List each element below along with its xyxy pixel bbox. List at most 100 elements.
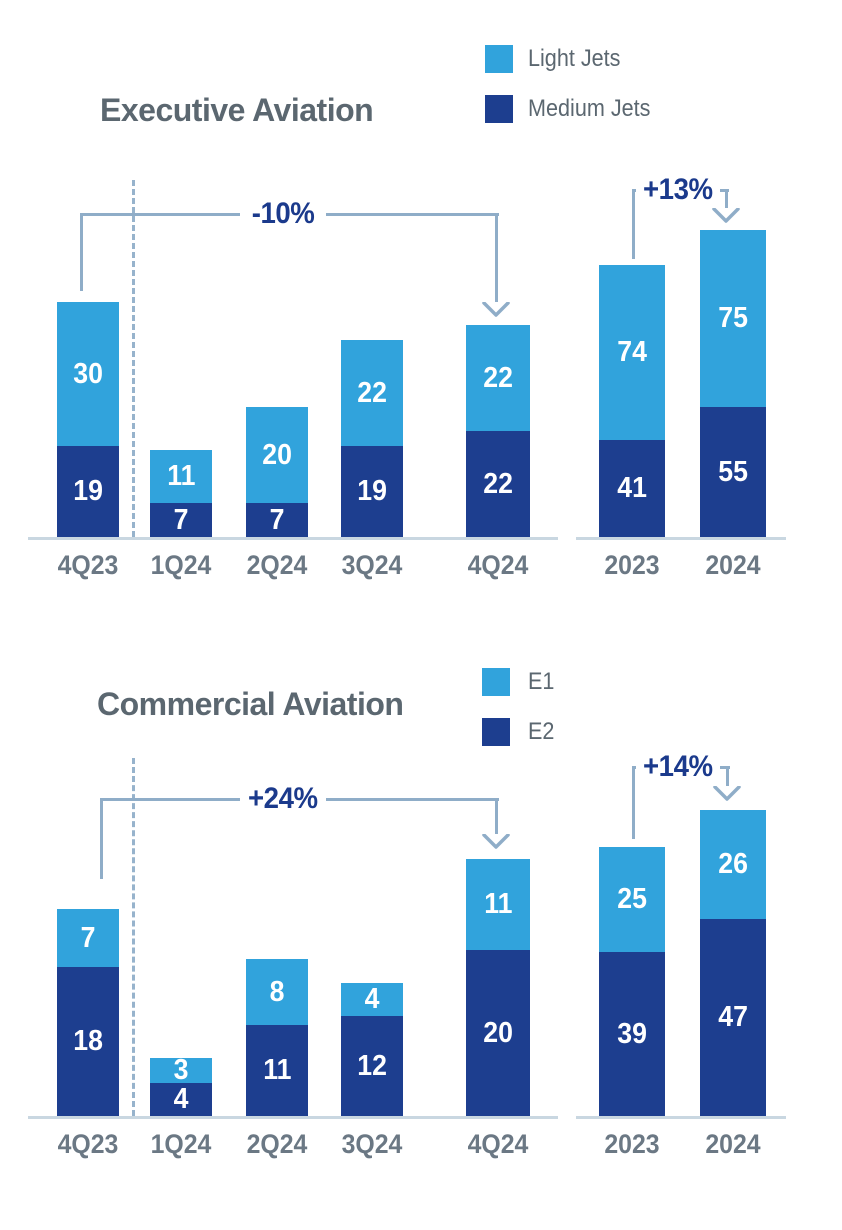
axis-label-2024: 2024: [705, 1129, 761, 1159]
bar-2024: 75 55: [700, 230, 766, 537]
legend-swatch-light-jets: [485, 45, 513, 73]
segment-e1: 8: [246, 959, 308, 1025]
arrow-down-icon: [712, 207, 740, 224]
annotation-line: [495, 213, 498, 302]
axis-label-4q23: 4Q23: [57, 550, 119, 580]
annotation-percent-label: +14%: [636, 748, 720, 786]
segment-light-jets: 22: [466, 325, 530, 431]
segment-medium-jets: 7: [246, 503, 308, 537]
segment-e1: 3: [150, 1056, 212, 1085]
segment-e2: 47: [700, 919, 766, 1116]
segment-e2: 12: [341, 1016, 403, 1116]
bar-value: 25: [617, 883, 647, 915]
annotation-line: [326, 798, 499, 801]
bar-value: 7: [80, 921, 96, 954]
axis-label-2023: 2023: [604, 550, 660, 580]
bar-value: 75: [718, 302, 748, 334]
legend-label-light-jets: Light Jets: [528, 45, 621, 72]
segment-light-jets: 11: [150, 450, 212, 503]
segment-medium-jets: 19: [341, 446, 403, 537]
bar-1q24: 11 7: [150, 450, 212, 537]
annotation-line: [720, 766, 730, 769]
x-axis-line: [576, 1116, 786, 1119]
bar-4q23: 7 18: [57, 909, 119, 1116]
annotation-text: +13%: [643, 173, 713, 206]
bar-value: 19: [73, 475, 103, 507]
bar-value: 7: [173, 503, 189, 536]
axis-label-2024: 2024: [705, 550, 761, 580]
annotation-line: [80, 213, 83, 291]
separator-dashed-line: [132, 758, 135, 1116]
x-axis-line: [28, 1116, 558, 1119]
segment-medium-jets: 41: [599, 440, 665, 537]
segment-e2: 20: [466, 950, 530, 1116]
legend-label-e2: E2: [528, 718, 555, 745]
axis-label-1q24: 1Q24: [150, 1129, 212, 1159]
annotation-line: [726, 766, 729, 786]
legend-label-medium-jets: Medium Jets: [528, 95, 651, 122]
separator-dashed-line: [132, 180, 135, 537]
bar-value: 22: [357, 376, 387, 409]
bar-4q23: 30 19: [57, 302, 119, 537]
bar-2q24: 20 7: [246, 407, 308, 537]
bar-4q24: 22 22: [466, 325, 530, 537]
segment-medium-jets: 19: [57, 446, 119, 537]
bar-value: 8: [269, 975, 285, 1008]
axis-label-4q23: 4Q23: [57, 1129, 119, 1159]
annotation-text: +24%: [248, 782, 318, 815]
bar-value: 11: [262, 1054, 292, 1086]
bar-value: 20: [483, 1016, 513, 1049]
annotation-percent-label: +24%: [240, 780, 326, 818]
x-axis-line: [576, 537, 786, 540]
annotation-line: [632, 766, 635, 839]
annotation-line: [326, 213, 499, 216]
legend-swatch-e2: [482, 718, 510, 746]
annotation-line: [632, 189, 635, 259]
annotation-line: [100, 798, 103, 879]
chart-title-commercial-aviation: Commercial Aviation: [97, 686, 404, 722]
axis-label-4q24: 4Q24: [467, 550, 529, 580]
axis-label-2q24: 2Q24: [246, 550, 308, 580]
annotation-line: [495, 798, 498, 834]
axis-label-2023: 2023: [604, 1129, 660, 1159]
segment-e1: 11: [466, 859, 530, 950]
segment-e2: 39: [599, 952, 665, 1116]
bar-value: 11: [483, 888, 513, 920]
chart-title-executive-aviation: Executive Aviation: [100, 92, 374, 128]
arrow-down-icon: [713, 785, 741, 802]
bar-value: 55: [718, 455, 748, 488]
axis-label-3q24: 3Q24: [341, 1129, 403, 1159]
segment-e1: 26: [700, 810, 766, 919]
bar-4q24: 11 20: [466, 859, 530, 1116]
annotation-text: -10%: [251, 197, 315, 230]
segment-light-jets: 22: [341, 340, 403, 446]
bar-2q24: 8 11: [246, 959, 308, 1116]
annotation-line: [725, 189, 728, 208]
segment-light-jets: 30: [57, 302, 119, 446]
legend-swatch-e1: [482, 668, 510, 696]
bar-3q24: 22 19: [341, 340, 403, 537]
segment-light-jets: 20: [246, 407, 308, 503]
legend-swatch-medium-jets: [485, 95, 513, 123]
segment-light-jets: 75: [700, 230, 766, 407]
axis-label-4q24: 4Q24: [467, 1129, 529, 1159]
segment-e2: 11: [246, 1025, 308, 1116]
segment-e1: 7: [57, 909, 119, 967]
legend-label-e1: E1: [528, 668, 555, 695]
bar-value: 41: [617, 472, 647, 504]
axis-label-1q24: 1Q24: [150, 550, 212, 580]
bar-value: 11: [166, 460, 196, 492]
annotation-line: [100, 798, 240, 801]
bar-value: 47: [718, 1001, 748, 1033]
annotation-line: [720, 189, 729, 192]
bar-value: 22: [483, 361, 513, 394]
bar-value: 19: [357, 475, 387, 507]
bar-value: 30: [73, 357, 103, 390]
bar-value: 12: [357, 1049, 387, 1082]
bar-2024: 26 47: [700, 810, 766, 1116]
arrow-down-icon: [482, 301, 510, 318]
segment-medium-jets: 7: [150, 503, 212, 537]
x-axis-line: [28, 537, 558, 540]
